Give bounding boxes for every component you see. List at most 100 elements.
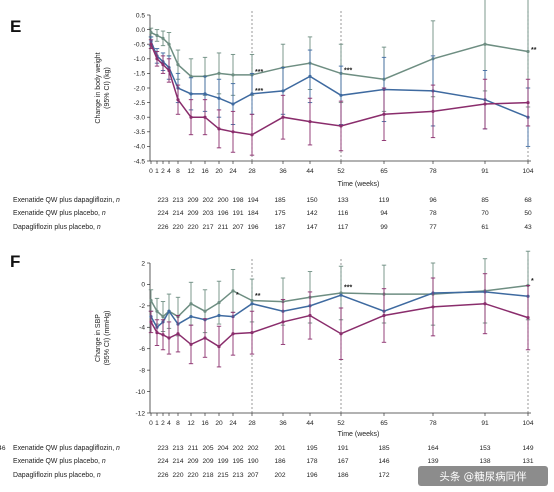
n-value: 142: [306, 210, 317, 217]
n-value: 220: [187, 224, 198, 231]
n-value: 99: [380, 224, 388, 231]
data-point: [189, 74, 193, 78]
n-value: 211: [188, 445, 199, 452]
y-tick-label: -3.0: [134, 115, 146, 122]
x-tick-label: 2: [161, 420, 165, 427]
significance-mark: *: [531, 278, 534, 285]
n-value: 226: [157, 472, 168, 479]
n-value: 198: [232, 197, 243, 204]
y-tick-label: -8: [139, 367, 145, 374]
x-tick-label: 24: [229, 168, 237, 175]
n-value: 150: [306, 197, 317, 204]
chart-panel-E: E 0.5 0.0 -0.5 -1.0 -1.5 -2.0 -2.5 -3.0 -3.5 -4.0 -…: [10, 0, 537, 231]
n-value: 200: [217, 197, 228, 204]
x-tick-label: 0: [149, 168, 153, 175]
y-tick-label: -1.5: [134, 71, 146, 78]
x-tick-label: 52: [337, 168, 345, 175]
data-point: [161, 314, 165, 319]
y-axis-title: Change in SBP (95% CI) (mmHg): [95, 311, 111, 366]
n-value: 209: [202, 458, 213, 465]
n-value: 196: [306, 472, 317, 479]
series-line: [150, 43, 529, 136]
n-row-label-text: Exenatide QW plus dapagliflozin,: [13, 445, 116, 452]
x-tick-label: 36: [279, 420, 287, 427]
x-axis-title: Time (weeks): [338, 181, 380, 188]
n-value: 186: [337, 472, 348, 479]
data-point: [250, 298, 254, 303]
watermark-background: [418, 466, 548, 486]
x-tick-label: 8: [176, 420, 180, 427]
data-point: [526, 316, 530, 320]
n-value: 172: [378, 472, 389, 479]
y-tick-label: -0.5: [134, 42, 146, 49]
n-value: 149: [522, 445, 533, 452]
series-2: [148, 273, 531, 368]
data-point: [161, 63, 165, 67]
data-point: [155, 309, 159, 313]
significance-mark: *: [236, 292, 239, 299]
n-value: 187: [274, 224, 285, 231]
data-point: [176, 332, 180, 336]
n-value: 133: [337, 197, 348, 204]
series-line: [150, 31, 529, 81]
data-point: [189, 302, 193, 306]
data-point: [382, 112, 386, 116]
n-row-label-text: Exenatide QW plus dapagliflozin,: [13, 197, 116, 204]
y-tick-label: 0.0: [136, 27, 145, 34]
data-point: [217, 313, 221, 318]
data-point: [167, 42, 171, 46]
n-value: 146: [378, 458, 389, 465]
data-point: [250, 133, 254, 137]
x-tick-label: 65: [380, 420, 388, 427]
n-value: 207: [247, 472, 258, 479]
n-value: 196: [217, 210, 228, 217]
n-value: 85: [481, 197, 489, 204]
n-value: 209: [187, 458, 198, 465]
series-2: [148, 39, 531, 156]
n-value: 131: [522, 458, 533, 465]
n-value: 94: [380, 210, 388, 217]
n-value: 211: [218, 224, 229, 231]
data-point: [155, 57, 159, 61]
n-value: 194: [247, 197, 258, 204]
data-point: [231, 332, 235, 336]
n-row-label-n: n: [97, 224, 101, 231]
x-tick-label: 28: [248, 168, 256, 175]
x-tick-label: 52: [337, 420, 345, 427]
significance-mark: ***: [255, 69, 263, 76]
y-tick-label: -4: [139, 325, 145, 332]
data-point: [203, 309, 207, 313]
data-point: [189, 92, 193, 96]
n-value: 190: [247, 458, 258, 465]
n-value: 201: [274, 445, 285, 452]
n-row-label-n: n: [116, 445, 120, 452]
x-tick-label: 4: [167, 168, 171, 175]
x-tick-label: 36: [279, 168, 287, 175]
data-point: [526, 49, 530, 54]
x-tick-label: 20: [215, 420, 223, 427]
data-point: [281, 115, 285, 119]
data-point: [149, 30, 153, 35]
data-point: [308, 313, 312, 318]
data-point: [250, 92, 254, 96]
n-value: 213: [232, 472, 243, 479]
series-line: [150, 284, 529, 318]
y-tick-label: -2.5: [134, 100, 146, 107]
x-tick-label: 44: [306, 420, 314, 427]
x-tick-label: 65: [380, 168, 388, 175]
n-value: 223: [157, 197, 168, 204]
data-point: [203, 92, 207, 96]
x-tick-label: 1: [155, 420, 159, 427]
n-value: 146: [0, 445, 6, 452]
n-row-label-text: Exenatide QW plus placebo,: [13, 210, 102, 217]
n-value: 185: [378, 445, 389, 452]
n-row-label: Exenatide QW plus dapagliflozin, n: [13, 445, 120, 452]
n-value: 43: [524, 224, 532, 231]
data-point: [155, 331, 159, 335]
data-point: [526, 101, 530, 105]
n-row-label: Exenatide QW plus dapagliflozin, n: [13, 197, 120, 204]
n-value: 153: [479, 445, 490, 452]
x-tick-label: 12: [187, 420, 195, 427]
